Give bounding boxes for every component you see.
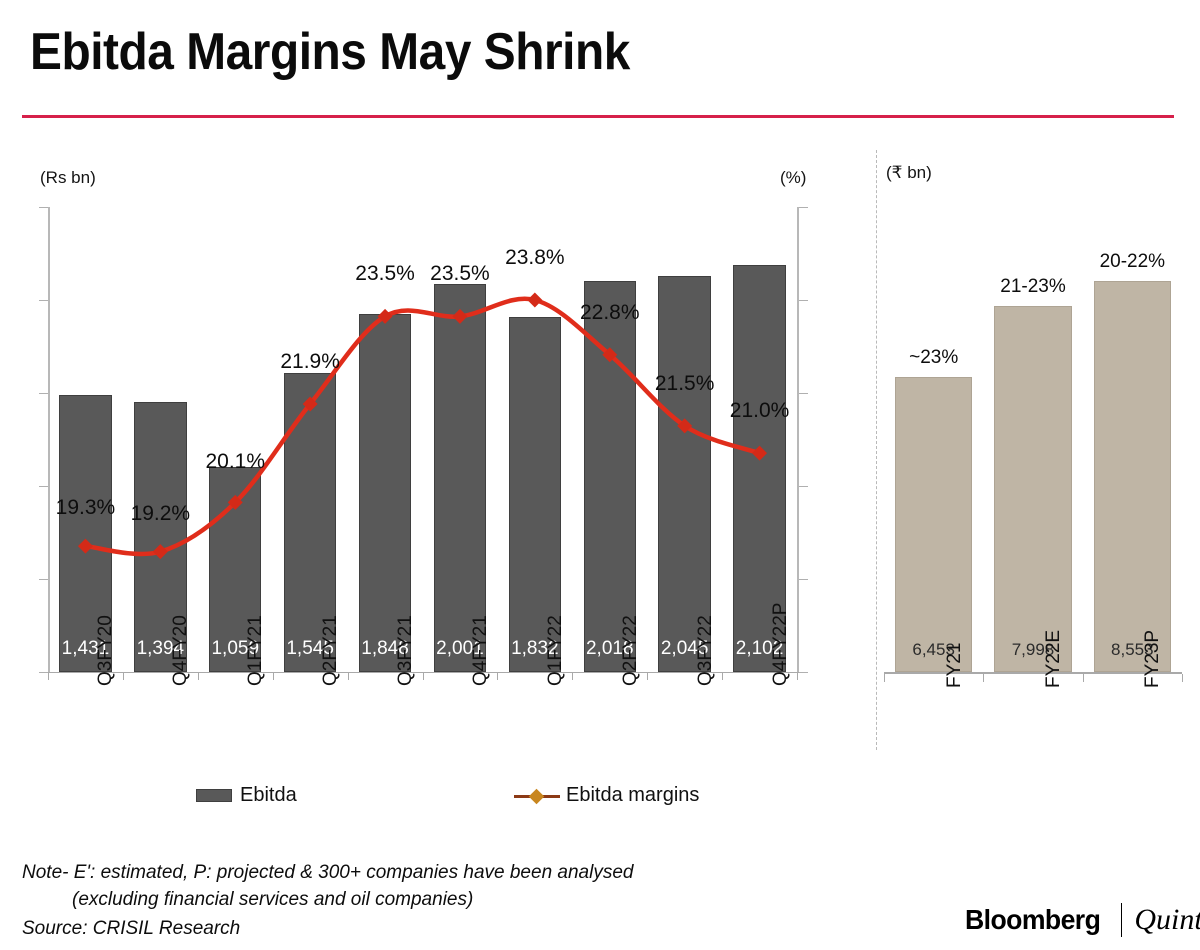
margin-percent-label: 21.9% — [280, 349, 340, 373]
bar-ebitda — [658, 275, 711, 672]
bar-ebitda-annual — [1093, 281, 1172, 672]
line-data-point-marker — [527, 292, 543, 308]
bar-value-label: 2,102 — [735, 638, 784, 659]
margin-percent-label: 22.8% — [579, 300, 640, 324]
x-axis-tick — [273, 672, 274, 680]
right-axis-unit-label: (%) — [780, 168, 807, 187]
x-axis-tick — [797, 672, 798, 680]
logo-bloomberg-text: Bloomberg — [965, 904, 1101, 935]
bar-value-label: 8,553 — [1111, 640, 1154, 659]
x-axis-tick — [884, 674, 885, 682]
left-axis-tick — [39, 207, 48, 208]
left-axis-tick — [39, 579, 48, 580]
legend-item-label: Ebitda — [240, 784, 297, 806]
page-title: Ebitda Margins May Shrink — [30, 23, 630, 81]
logo-quint-text: Quint — [1134, 903, 1200, 936]
right-axis-tick — [799, 207, 808, 208]
bar-value-label: 2,018 — [585, 638, 634, 659]
bar-margin-range-label: 20-22% — [1099, 251, 1166, 273]
margin-percent-label: 19.2% — [130, 501, 191, 525]
bar-value-label: 1,394 — [136, 638, 185, 659]
x-axis-tick — [48, 672, 49, 680]
x-axis-category-label: FY21 — [943, 642, 965, 688]
footnote-note: Note- E': estimated, P: projected & 300+… — [22, 862, 634, 883]
x-axis-category-label: Q4FY21 — [469, 615, 491, 686]
left-value-axis — [48, 207, 50, 673]
right-axis-tick — [799, 672, 808, 673]
bar-ebitda — [433, 284, 487, 672]
right-axis-tick — [799, 300, 808, 301]
bar-value-label: 1,059 — [211, 638, 260, 659]
left-axis-tick — [39, 393, 48, 394]
bar-value-label: 2,045 — [660, 638, 709, 659]
margin-percent-label: 20.1% — [205, 450, 266, 474]
bloombergquint-logo: Bloomberg Quint — [965, 903, 1200, 937]
bar-value-label: 1,832 — [511, 638, 559, 659]
margin-percent-label: 23.5% — [355, 262, 415, 286]
title-underline-rule — [22, 115, 1174, 118]
bar-value-label: 7,998 — [1011, 640, 1055, 659]
x-axis-category-label: Q3FY22 — [694, 615, 716, 686]
left-axis-unit-label: (Rs bn) — [40, 168, 96, 187]
margin-percent-label: 19.3% — [55, 496, 116, 520]
margin-percent-label: 23.8% — [505, 246, 565, 269]
x-axis-tick — [572, 672, 573, 680]
x-axis-category-label: Q4FY22P — [769, 602, 791, 686]
left-axis-tick — [39, 486, 48, 487]
x-axis-tick — [983, 674, 984, 682]
x-axis-tick — [123, 672, 124, 680]
x-axis-category-label: Q3FY20 — [95, 615, 117, 686]
panel2-axis-unit-label: (₹ bn) — [886, 163, 932, 182]
logo-separator — [1121, 903, 1123, 937]
footnote-source: Source: CRISIL Research — [22, 918, 241, 939]
legend-item-ebitda-margins[interactable]: Ebitda margins — [514, 784, 699, 807]
x-axis-tick — [348, 672, 349, 680]
x-axis-tick — [1083, 674, 1084, 682]
x-axis-tick — [497, 672, 498, 680]
panel2-baseline — [884, 672, 1182, 674]
bar-value-label: 1,545 — [286, 638, 334, 659]
panel-divider — [876, 150, 877, 750]
x-axis-tick — [722, 672, 723, 680]
bar-ebitda-annual — [994, 306, 1072, 672]
x-axis-tick — [1182, 674, 1183, 682]
margin-percent-label: 23.5% — [430, 262, 490, 286]
x-axis-category-label: Q2FY22 — [619, 615, 641, 686]
bar-ebitda — [583, 281, 636, 672]
left-axis-tick — [39, 300, 48, 301]
bar-value-label: 2,001 — [436, 638, 484, 659]
x-axis-category-label: Q3FY21 — [395, 615, 417, 686]
legend-item-label: Ebitda margins — [566, 784, 700, 806]
x-axis-category-label: FY22E — [1043, 629, 1064, 688]
x-axis-tick — [198, 672, 199, 680]
legend-item-ebitda[interactable]: Ebitda — [196, 784, 297, 807]
bar-margin-range-label: ~23% — [909, 347, 959, 369]
right-value-axis — [797, 207, 799, 673]
x-axis-tick — [423, 672, 424, 680]
left-axis-tick — [39, 672, 48, 673]
bar-margin-range-label: 21-23% — [1000, 276, 1066, 298]
right-axis-tick — [799, 486, 808, 487]
bar-value-label: 6,453 — [912, 640, 955, 659]
bar-ebitda-annual — [894, 377, 973, 672]
right-axis-tick — [799, 579, 808, 580]
x-axis-category-label: Q1FY21 — [245, 615, 267, 686]
legend-bar-swatch-icon — [196, 789, 232, 802]
x-axis-category-label: Q2FY21 — [320, 615, 342, 686]
x-axis-tick — [647, 672, 648, 680]
x-axis-category-label: Q1FY22 — [544, 615, 566, 686]
margin-percent-label: 21.5% — [654, 371, 715, 395]
x-axis-category-label: Q4FY20 — [170, 615, 192, 686]
chart-legend: Ebitda Ebitda margins — [196, 784, 716, 814]
right-axis-tick — [799, 393, 808, 394]
margin-percent-label: 21.0% — [729, 399, 790, 423]
bar-value-label: 1,848 — [361, 638, 409, 659]
x-axis-category-label: FY23P — [1142, 629, 1164, 688]
legend-line-swatch-icon — [514, 788, 560, 804]
bar-value-label: 1,431 — [61, 638, 110, 659]
footnote-note-continued: (excluding financial services and oil co… — [72, 889, 474, 910]
